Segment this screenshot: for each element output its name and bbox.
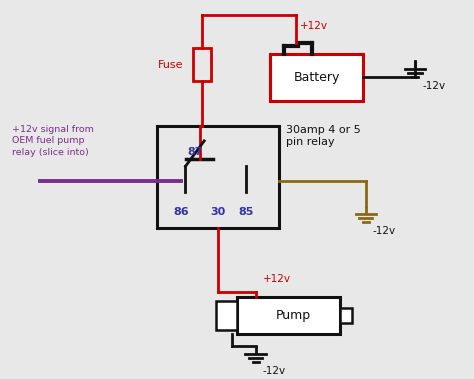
Text: Fuse: Fuse: [158, 60, 183, 70]
Text: Pump: Pump: [276, 309, 311, 322]
Text: -12v: -12v: [422, 81, 445, 91]
Bar: [270, 54, 364, 101]
Bar: [216, 301, 237, 330]
Text: +12v: +12v: [300, 21, 328, 31]
Text: 85: 85: [239, 207, 254, 217]
Text: 30: 30: [210, 207, 226, 217]
Bar: [157, 126, 279, 228]
Text: -12v: -12v: [263, 366, 286, 376]
Text: 86: 86: [173, 207, 189, 217]
Text: 30amp 4 or 5
pin relay: 30amp 4 or 5 pin relay: [286, 125, 361, 147]
Bar: [340, 308, 352, 323]
Text: -12v: -12v: [373, 226, 396, 236]
Text: +12v: +12v: [263, 274, 291, 285]
Text: +12v signal from
OEM fuel pump
relay (slice into): +12v signal from OEM fuel pump relay (sl…: [12, 125, 94, 157]
Bar: [193, 48, 211, 81]
Text: 87: 87: [187, 147, 202, 157]
Bar: [237, 297, 340, 334]
Text: Battery: Battery: [293, 71, 340, 84]
